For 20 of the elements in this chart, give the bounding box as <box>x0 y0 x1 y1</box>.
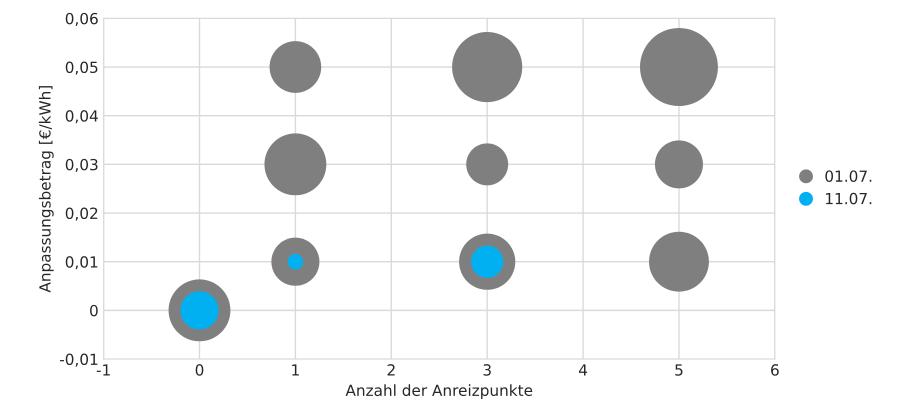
x-tick-label: 3 <box>483 364 491 376</box>
x-tick-label: 0 <box>196 364 204 376</box>
x-tick-label: 5 <box>675 364 682 376</box>
y-tick-label: 0,03 <box>66 158 98 172</box>
y-tick-label: 0,01 <box>66 256 98 270</box>
x-tick-label: 6 <box>771 364 779 376</box>
y-tick-label: 0,06 <box>66 12 98 26</box>
y-tick-label: 0,04 <box>66 110 98 124</box>
x-tick-label: 1 <box>292 364 299 376</box>
y-tick-label: 0,02 <box>66 208 98 221</box>
legend-label: 11.07. <box>826 192 872 204</box>
x-tick-label: -1 <box>96 364 110 376</box>
legend-label: 01.07. <box>825 170 872 182</box>
y-tick-label: 0,05 <box>66 61 98 75</box>
y-axis-title: Anpassungsbetrag [€/kWh] <box>38 86 54 293</box>
x-tick-label: 4 <box>578 364 588 376</box>
x-tick-label: 2 <box>388 364 395 376</box>
y-tick-label: 0 <box>90 304 98 316</box>
y-tick-label: -0,01 <box>60 354 98 367</box>
x-axis-title: Anzahl der Anreizpunkte <box>346 384 532 400</box>
